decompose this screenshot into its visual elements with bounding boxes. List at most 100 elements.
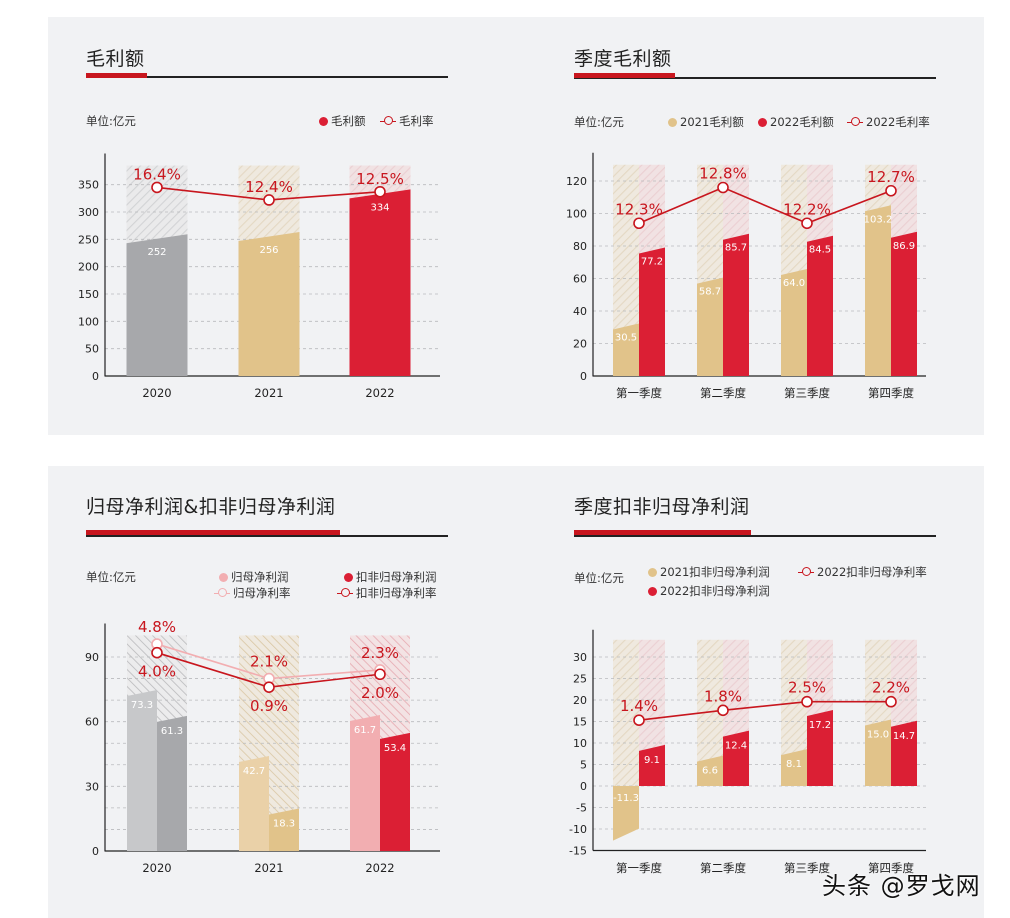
y-tick-label: 30 bbox=[573, 651, 587, 664]
bar-2022毛利额-第三季度 bbox=[807, 235, 833, 376]
bar-2022毛利额-第一季度 bbox=[639, 247, 665, 376]
bar-2021扣非归母净利润-第四季度 bbox=[865, 719, 891, 786]
bar-value-label: 6.6 bbox=[702, 766, 718, 777]
bar-value-label: 103.2 bbox=[864, 214, 893, 225]
bar-2022扣非归母净利润-第一季度 bbox=[639, 744, 665, 786]
unit-label: 单位:亿元 bbox=[86, 570, 136, 584]
bar-归母净利润-2021 bbox=[239, 755, 269, 851]
bar-value-label: 14.7 bbox=[893, 731, 915, 742]
rate-label: 12.2% bbox=[783, 200, 831, 218]
line-marker bbox=[263, 681, 275, 693]
bar-扣非归母净利润-2021 bbox=[269, 808, 299, 851]
bar-value-label: 77.2 bbox=[641, 257, 663, 268]
bar-value-label: 61.3 bbox=[161, 726, 183, 737]
rate-label: 1.4% bbox=[620, 697, 658, 715]
line-marker-icon bbox=[798, 567, 814, 577]
rate-label: 0.9% bbox=[250, 697, 288, 715]
legend-item-2022-gross-margin: 2022毛利率 bbox=[847, 114, 930, 130]
y-tick-label: 0 bbox=[580, 370, 587, 383]
bar-2022毛利额-第四季度 bbox=[891, 231, 917, 376]
line-marker bbox=[263, 194, 275, 206]
bar-value-label: 334 bbox=[370, 202, 389, 213]
y-tick-label: 20 bbox=[573, 338, 587, 351]
x-tick-label: 第四季度 bbox=[868, 861, 914, 875]
legend-item-net-profit: 归母净利润 bbox=[219, 569, 289, 585]
gold-dot-icon bbox=[648, 567, 657, 577]
bar-value-label: 84.5 bbox=[809, 245, 831, 256]
line-marker-icon bbox=[380, 116, 396, 126]
bar-value-label: 252 bbox=[147, 247, 166, 258]
gross-margin-line bbox=[638, 186, 892, 225]
bar-2020 bbox=[126, 234, 188, 376]
y-tick-label: 60 bbox=[573, 273, 587, 286]
x-tick-label: 第三季度 bbox=[784, 861, 830, 875]
bar-扣非归母净利润-2022 bbox=[380, 732, 410, 851]
bar-value-label: 64.0 bbox=[783, 278, 805, 289]
title-accent-bar bbox=[86, 530, 340, 535]
bar-value-label: 42.7 bbox=[243, 766, 265, 777]
rate-label: 2.2% bbox=[872, 679, 910, 697]
legend-label: 2022扣非归母净利率 bbox=[817, 565, 927, 579]
legend-label: 2021毛利额 bbox=[680, 115, 744, 129]
line-marker bbox=[885, 184, 897, 197]
bar-2021毛利额-第一季度 bbox=[613, 323, 639, 376]
bar-扣非归母净利润-2020 bbox=[157, 715, 187, 851]
line-marker bbox=[717, 704, 729, 717]
bar-2021扣非归母净利润-第三季度 bbox=[781, 749, 807, 786]
y-tick-label: -10 bbox=[569, 823, 587, 836]
legend-label: 归母净利率 bbox=[233, 586, 291, 600]
unit-label: 单位:亿元 bbox=[574, 571, 624, 585]
line-marker bbox=[151, 181, 163, 194]
y-tick-label: 350 bbox=[78, 179, 99, 192]
line-marker bbox=[374, 185, 386, 198]
y-tick-label: 80 bbox=[573, 240, 587, 253]
line-marker-icon bbox=[337, 588, 353, 598]
line-marker bbox=[885, 695, 897, 708]
y-tick-label: 200 bbox=[78, 261, 99, 274]
bar-value-label: 86.9 bbox=[893, 241, 915, 252]
bar-value-label: 61.7 bbox=[354, 725, 376, 736]
red-dot-icon bbox=[344, 572, 353, 582]
unit-label: 单位:亿元 bbox=[86, 114, 136, 128]
line-marker-icon bbox=[847, 117, 863, 127]
rate-label: 12.4% bbox=[245, 178, 293, 196]
rate-label: 12.3% bbox=[615, 200, 663, 218]
x-tick-label: 第三季度 bbox=[784, 386, 830, 400]
bar-value-label: 256 bbox=[259, 245, 278, 256]
bar-2022 bbox=[349, 189, 411, 376]
bar-value-label: 58.7 bbox=[699, 287, 721, 298]
rate-label: 12.5% bbox=[356, 170, 404, 188]
rate-label: 2.0% bbox=[361, 684, 399, 702]
line-marker bbox=[801, 217, 813, 230]
legend-item-2022-adjusted-net-profit: 2022扣非归母净利润 bbox=[648, 583, 770, 599]
bar-归母净利润-2022 bbox=[350, 715, 380, 851]
line-marker bbox=[633, 217, 645, 230]
y-tick-label: 30 bbox=[85, 780, 99, 793]
line-marker bbox=[633, 714, 645, 727]
panel-title: 归母净利润&扣非归母净利润 bbox=[86, 496, 336, 518]
panel-title: 毛利额 bbox=[86, 48, 145, 70]
bar-background-hatch bbox=[613, 639, 639, 786]
legend-item-net-margin: 归母净利率 bbox=[214, 585, 291, 601]
rate-label: 12.8% bbox=[699, 165, 747, 183]
x-tick-label: 2022 bbox=[365, 861, 394, 875]
y-tick-label: 15 bbox=[573, 716, 587, 729]
bar-value-label: -11.3 bbox=[613, 793, 639, 804]
y-tick-label: 10 bbox=[573, 737, 587, 750]
legend-label: 2021扣非归母净利润 bbox=[660, 565, 770, 579]
legend-item-2022-adjusted-net-margin: 2022扣非归母净利率 bbox=[798, 564, 927, 580]
y-tick-label: 250 bbox=[78, 233, 99, 246]
legend-item-gross-margin: 毛利率 bbox=[380, 113, 434, 129]
bar-2022扣非归母净利润-第三季度 bbox=[807, 710, 833, 786]
bar-2022扣非归母净利润-第二季度 bbox=[723, 730, 749, 786]
line-marker-icon bbox=[214, 588, 230, 598]
line-marker bbox=[801, 695, 813, 708]
adjusted-net-margin-line bbox=[638, 700, 891, 722]
x-tick-label: 2021 bbox=[254, 861, 283, 875]
rate-label: 1.8% bbox=[704, 687, 742, 705]
title-accent-bar bbox=[574, 73, 675, 78]
panel-title: 季度扣非归母净利润 bbox=[574, 496, 750, 518]
title-rule bbox=[574, 77, 936, 79]
x-tick-label: 2020 bbox=[142, 861, 171, 875]
